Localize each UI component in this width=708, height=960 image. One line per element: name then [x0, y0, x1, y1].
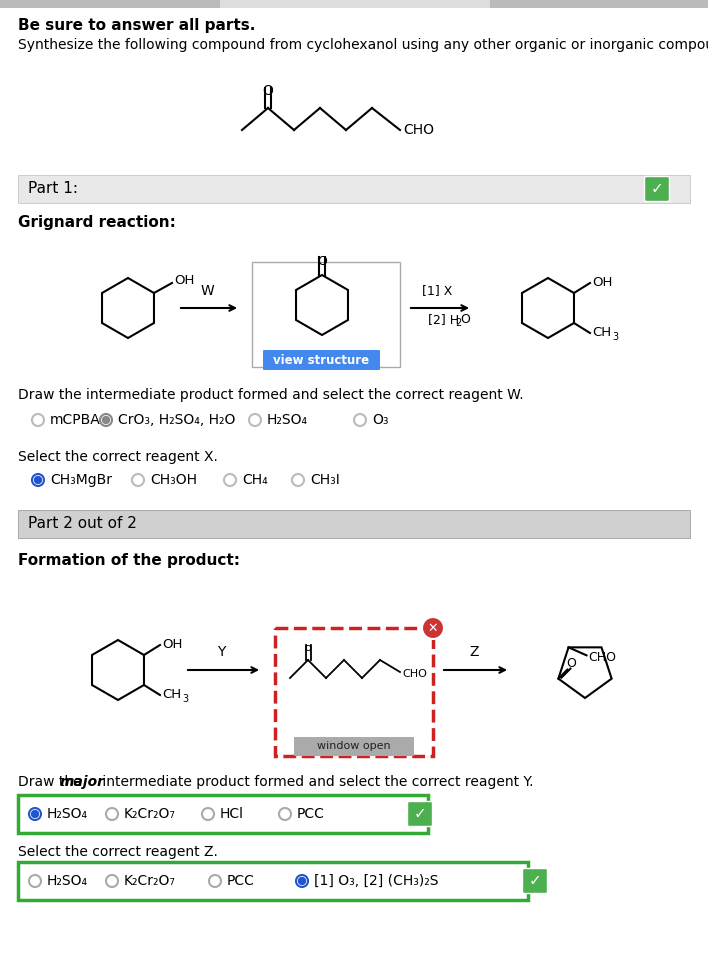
Bar	[252, 262, 400, 367]
Text: K₂Cr₂O₇: K₂Cr₂O₇	[124, 807, 176, 821]
Bar	[18, 795, 428, 833]
Text: Synthesize the following compound from cyclohexanol using any other organic or i: Synthesize the following compound from c…	[18, 38, 708, 52]
Text: Y: Y	[217, 645, 225, 659]
Text: CH: CH	[592, 326, 611, 340]
Bar	[0, 0, 708, 8]
Text: O: O	[566, 658, 576, 670]
Text: O₃: O₃	[372, 413, 389, 427]
Text: ✕: ✕	[428, 621, 438, 635]
Bar	[18, 510, 690, 538]
Text: ✓: ✓	[529, 874, 542, 889]
Text: intermediate product formed and select the correct reagent Y.: intermediate product formed and select t…	[98, 775, 534, 789]
Text: 3: 3	[182, 694, 188, 704]
Text: [1] X: [1] X	[422, 284, 452, 297]
Text: CH: CH	[162, 688, 181, 702]
Text: [1] O₃, [2] (CH₃)₂S: [1] O₃, [2] (CH₃)₂S	[314, 874, 438, 888]
FancyBboxPatch shape	[408, 802, 433, 827]
FancyBboxPatch shape	[644, 177, 670, 202]
Text: CH₃OH: CH₃OH	[150, 473, 197, 487]
Text: K₂Cr₂O₇: K₂Cr₂O₇	[124, 874, 176, 888]
Text: window open: window open	[317, 741, 391, 751]
Text: CH₃I: CH₃I	[310, 473, 340, 487]
Text: Grignard reaction:: Grignard reaction:	[18, 215, 176, 230]
Text: ✓: ✓	[651, 181, 663, 197]
Text: major: major	[60, 775, 105, 789]
Text: OH: OH	[592, 276, 612, 290]
Circle shape	[422, 617, 444, 639]
FancyBboxPatch shape	[294, 737, 414, 756]
Text: O: O	[263, 84, 273, 98]
Text: view structure: view structure	[273, 353, 369, 367]
Text: H₂SO₄: H₂SO₄	[47, 874, 88, 888]
Text: mCPBA: mCPBA	[50, 413, 101, 427]
Text: Part 2 out of 2: Part 2 out of 2	[28, 516, 137, 531]
Bar	[220, 0, 490, 8]
Text: o: o	[304, 643, 312, 653]
Circle shape	[31, 810, 38, 818]
Text: O: O	[317, 255, 327, 268]
Bar	[18, 175, 690, 203]
Text: 2: 2	[455, 318, 461, 328]
Text: Draw the intermediate product formed and select the correct reagent W.: Draw the intermediate product formed and…	[18, 388, 524, 402]
Circle shape	[299, 877, 305, 884]
Text: Z: Z	[469, 645, 479, 659]
Text: PCC: PCC	[227, 874, 255, 888]
Text: [2] H: [2] H	[428, 313, 459, 326]
Bar	[18, 862, 528, 900]
Text: CrO₃, H₂SO₄, H₂O: CrO₃, H₂SO₄, H₂O	[118, 413, 235, 427]
FancyBboxPatch shape	[523, 869, 547, 894]
Text: Draw the: Draw the	[18, 775, 86, 789]
Text: CHO: CHO	[402, 669, 427, 679]
Text: Be sure to answer all parts.: Be sure to answer all parts.	[18, 18, 256, 33]
Circle shape	[35, 476, 42, 484]
Text: Select the correct reagent Z.: Select the correct reagent Z.	[18, 845, 218, 859]
Bar	[275, 628, 433, 756]
Text: 3: 3	[612, 332, 618, 342]
Text: Formation of the product:: Formation of the product:	[18, 553, 240, 568]
Text: W: W	[200, 284, 214, 298]
Text: H₂SO₄: H₂SO₄	[267, 413, 308, 427]
Text: ✓: ✓	[413, 806, 426, 822]
Circle shape	[103, 417, 110, 423]
Text: CH₃MgBr: CH₃MgBr	[50, 473, 112, 487]
Text: CH₄: CH₄	[242, 473, 268, 487]
Text: Part 1:: Part 1:	[28, 181, 78, 196]
Text: CHO: CHO	[403, 123, 434, 137]
Text: CHO: CHO	[588, 651, 617, 664]
FancyBboxPatch shape	[263, 350, 380, 370]
Text: O: O	[460, 313, 470, 326]
Text: Select the correct reagent X.: Select the correct reagent X.	[18, 450, 218, 464]
Text: OH: OH	[162, 638, 183, 652]
Text: PCC: PCC	[297, 807, 325, 821]
Text: HCl: HCl	[220, 807, 244, 821]
Text: OH: OH	[174, 275, 195, 287]
Text: H₂SO₄: H₂SO₄	[47, 807, 88, 821]
